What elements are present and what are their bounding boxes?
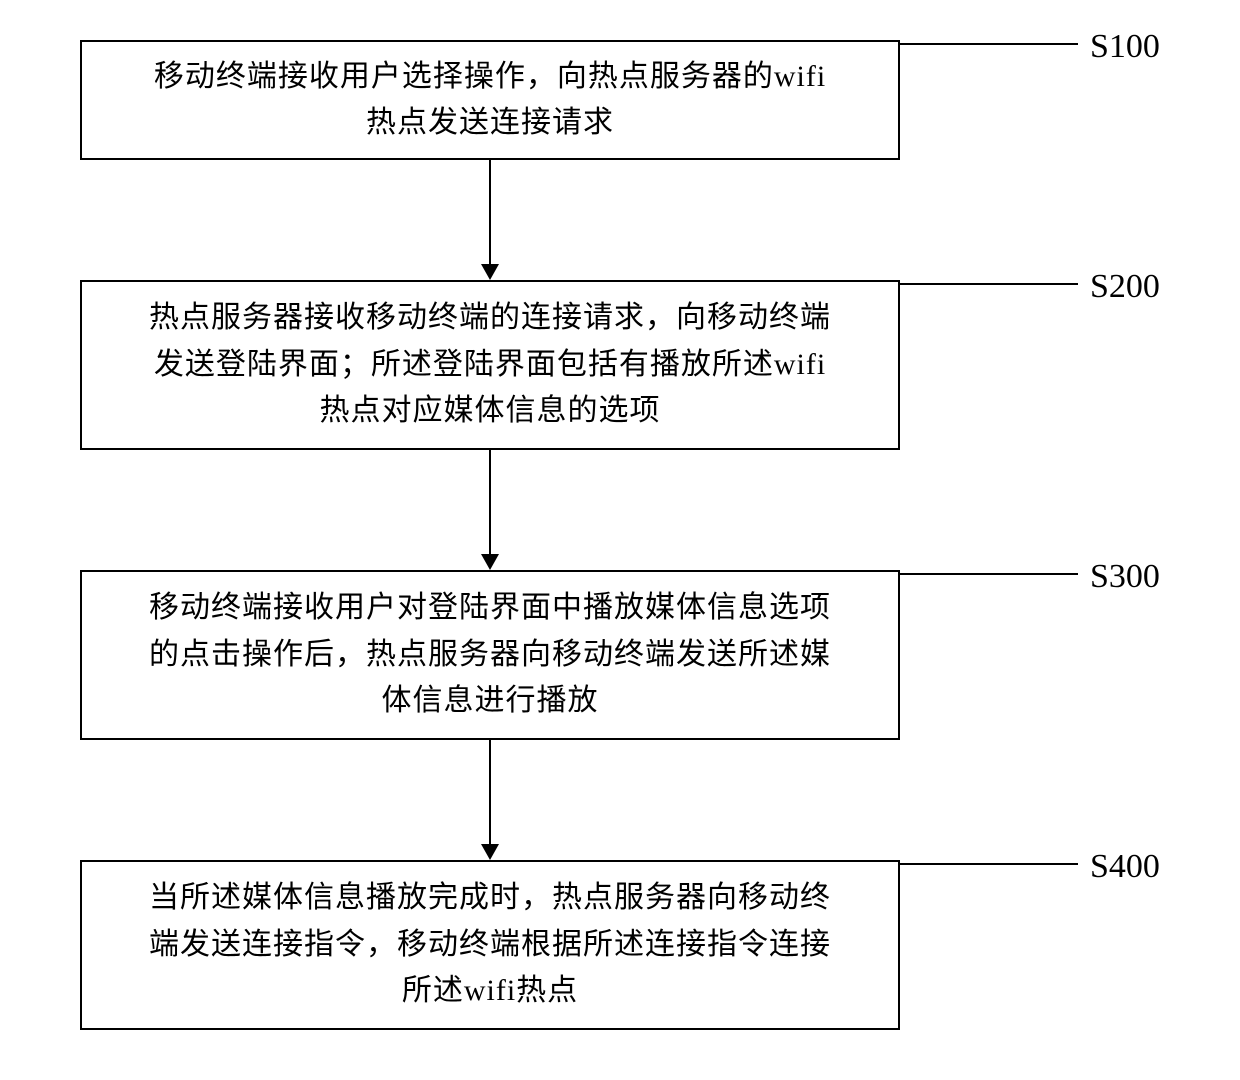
flow-step-text: 移动终端接收用户选择操作，向热点服务器的wifi热点发送连接请求: [154, 54, 826, 147]
arrow-shaft: [489, 160, 491, 266]
arrow-head-icon: [481, 554, 499, 570]
flow-step-box: 移动终端接收用户选择操作，向热点服务器的wifi热点发送连接请求: [80, 40, 900, 160]
arrow-head-icon: [481, 264, 499, 280]
flow-step-label: S300: [1090, 558, 1160, 596]
flowchart-canvas: 移动终端接收用户选择操作，向热点服务器的wifi热点发送连接请求 S100 热点服务…: [0, 0, 1240, 1080]
flow-step-box: 当所述媒体信息播放完成时，热点服务器向移动终端发送连接指令，移动终端根据所述连接…: [80, 860, 900, 1030]
flow-step-text: 移动终端接收用户对登陆界面中播放媒体信息选项的点击操作后，热点服务器向移动终端发…: [149, 585, 831, 725]
flow-step-label: S200: [1090, 268, 1160, 306]
flow-step-label: S400: [1090, 848, 1160, 886]
flow-step-text: 热点服务器接收移动终端的连接请求，向移动终端发送登陆界面；所述登陆界面包括有播放…: [149, 295, 831, 435]
flow-step-label: S100: [1090, 28, 1160, 66]
flow-step-text: 当所述媒体信息播放完成时，热点服务器向移动终端发送连接指令，移动终端根据所述连接…: [149, 875, 831, 1015]
flow-step-box: 移动终端接收用户对登陆界面中播放媒体信息选项的点击操作后，热点服务器向移动终端发…: [80, 570, 900, 740]
arrow-shaft: [489, 450, 491, 556]
arrow-shaft: [489, 740, 491, 846]
arrow-head-icon: [481, 844, 499, 860]
flow-step-box: 热点服务器接收移动终端的连接请求，向移动终端发送登陆界面；所述登陆界面包括有播放…: [80, 280, 900, 450]
